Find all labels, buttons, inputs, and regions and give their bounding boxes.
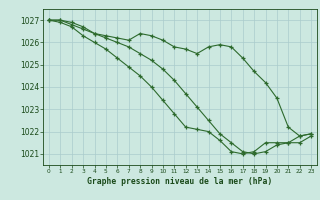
- X-axis label: Graphe pression niveau de la mer (hPa): Graphe pression niveau de la mer (hPa): [87, 177, 273, 186]
